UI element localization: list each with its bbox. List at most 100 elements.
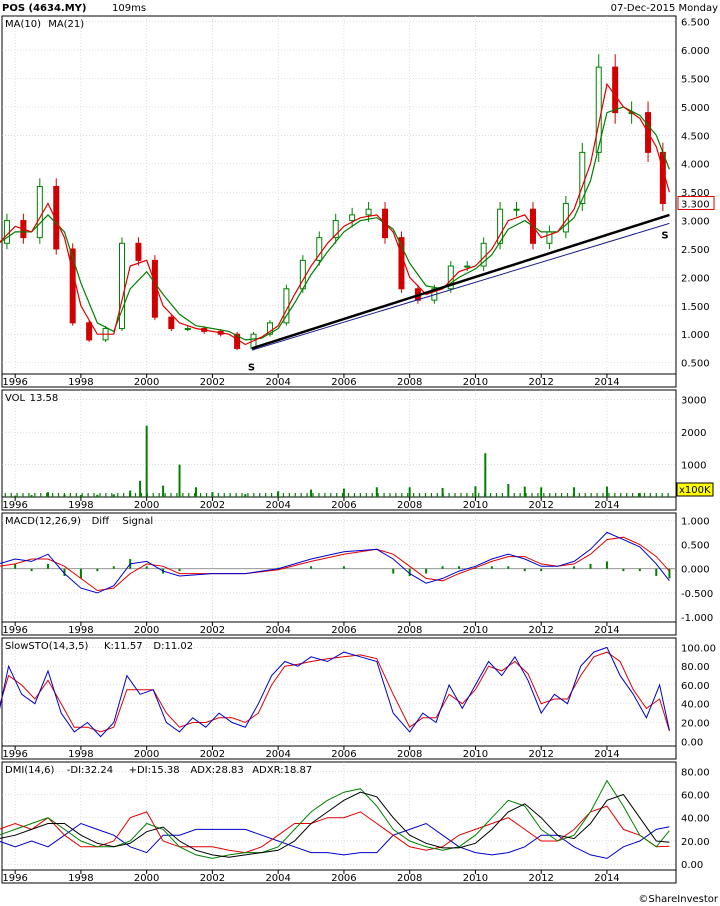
- slowsto-panel: 100.00 80.00 60.00 40.00 20.00 0.00 1996 1998 20…: [0, 637, 716, 760]
- volume-bar: [608, 493, 610, 497]
- macd-histogram-bar: [96, 568, 99, 572]
- volume-bar: [10, 493, 12, 497]
- volume-bar: [30, 495, 33, 497]
- volume-bar: [424, 493, 427, 497]
- candle-body: [332, 220, 339, 239]
- year-tick-label: 2002: [200, 873, 225, 884]
- sto-k-line: [0, 646, 670, 738]
- macd-histogram-bar: [79, 568, 82, 579]
- year-tick-label: 2004: [265, 873, 290, 884]
- volume-bar: [441, 487, 444, 497]
- volume-bar: [661, 493, 663, 497]
- volume-bar: [537, 493, 539, 497]
- legend-entry: VOL: [5, 393, 26, 404]
- volume-bar: [375, 487, 378, 497]
- volume-bar: [442, 493, 444, 497]
- y-tick-label: 4.500: [681, 131, 710, 142]
- year-tick-label: 2008: [397, 873, 422, 884]
- macd-histogram-bar: [408, 568, 411, 576]
- volume-bar: [566, 493, 569, 497]
- volume-bar: [359, 493, 361, 497]
- year-tick-label: 1998: [68, 500, 93, 511]
- volume-bar: [383, 493, 385, 497]
- volume-bar: [312, 493, 314, 497]
- year-tick-label: 2010: [463, 625, 488, 636]
- volume-bar: [111, 493, 113, 497]
- volume-bar: [288, 493, 290, 497]
- year-tick-label: 2008: [397, 625, 422, 636]
- volume-bar: [371, 493, 373, 497]
- legend-entry: Signal: [122, 516, 153, 527]
- year-tick-label: 2000: [134, 873, 159, 884]
- volume-bar: [377, 493, 379, 497]
- volume-bar: [572, 493, 575, 497]
- ma21-line: [0, 106, 670, 341]
- volume-bar: [605, 486, 608, 497]
- year-strip: [1, 373, 677, 388]
- volume-bar: [271, 493, 273, 497]
- year-tick-label: 1996: [2, 377, 27, 388]
- macd-histogram-bar: [342, 566, 345, 569]
- volume-bar: [140, 493, 143, 497]
- y-tick-label: 40.00: [681, 700, 710, 711]
- candle-body: [69, 248, 76, 324]
- volume-bar: [472, 493, 474, 497]
- macd-histogram-bar: [112, 566, 115, 569]
- symbol-title: POS (4634.MY): [2, 3, 86, 14]
- volume-bar: [336, 493, 338, 497]
- candle-body: [659, 151, 666, 205]
- last-price-label: 3.300: [681, 200, 710, 211]
- y-tick-label: 1.000: [681, 330, 710, 341]
- volume-bar: [626, 493, 628, 497]
- macd-histogram-bar: [589, 563, 592, 569]
- volume-bar: [436, 493, 438, 497]
- volume-bar: [199, 493, 202, 497]
- volume-bar: [235, 493, 237, 497]
- macd-histogram-bar: [145, 566, 148, 569]
- volume-bar: [632, 493, 634, 497]
- volume-bar: [22, 493, 24, 497]
- adxr-line: [0, 791, 670, 858]
- volume-bar: [117, 493, 119, 497]
- macd-histogram-bar: [310, 566, 313, 569]
- candle-body: [513, 208, 520, 211]
- volume-bar: [247, 493, 249, 497]
- volume-bar: [300, 493, 302, 497]
- y-tick-label: 0.00: [681, 737, 703, 748]
- candle-body: [464, 265, 471, 268]
- macd-histogram-bar: [573, 566, 576, 569]
- candle-body: [86, 322, 93, 341]
- year-tick-label: 2006: [331, 500, 356, 511]
- candle-body: [299, 259, 306, 290]
- volume-bar: [549, 493, 551, 497]
- y-tick-label: 0.500: [681, 540, 710, 551]
- legend-entry: SlowSTO(14,3,5): [5, 641, 88, 652]
- volume-bar: [573, 487, 576, 497]
- year-tick-label: 1998: [68, 749, 93, 760]
- year-tick-label: 2014: [594, 500, 619, 511]
- legend-entry: ADX:28.83: [190, 765, 243, 776]
- volume-bar: [164, 493, 166, 497]
- volume-bar: [146, 493, 148, 497]
- y-tick-label: 2.500: [681, 245, 710, 256]
- volume-bar: [194, 493, 196, 497]
- volume-bar: [79, 495, 82, 497]
- macd-histogram-bar: [458, 566, 461, 569]
- macd-histogram-bar: [622, 568, 625, 572]
- macd-histogram-bar: [14, 563, 17, 569]
- y-tick-label: 3.500: [681, 188, 710, 199]
- plus-di-line: [0, 805, 670, 854]
- volume-bar: [310, 489, 313, 497]
- volume-bar: [495, 493, 498, 497]
- volume-bar: [178, 464, 181, 497]
- volume-bar: [277, 491, 280, 497]
- y-tick-label: 0.500: [681, 359, 710, 370]
- year-strip: [1, 745, 677, 760]
- volume-bar: [99, 493, 101, 497]
- volume-bar: [365, 493, 367, 497]
- support-marker: S: [661, 230, 668, 241]
- volume-bar: [81, 493, 83, 497]
- volume-bar: [105, 493, 107, 497]
- volume-bar: [40, 493, 42, 497]
